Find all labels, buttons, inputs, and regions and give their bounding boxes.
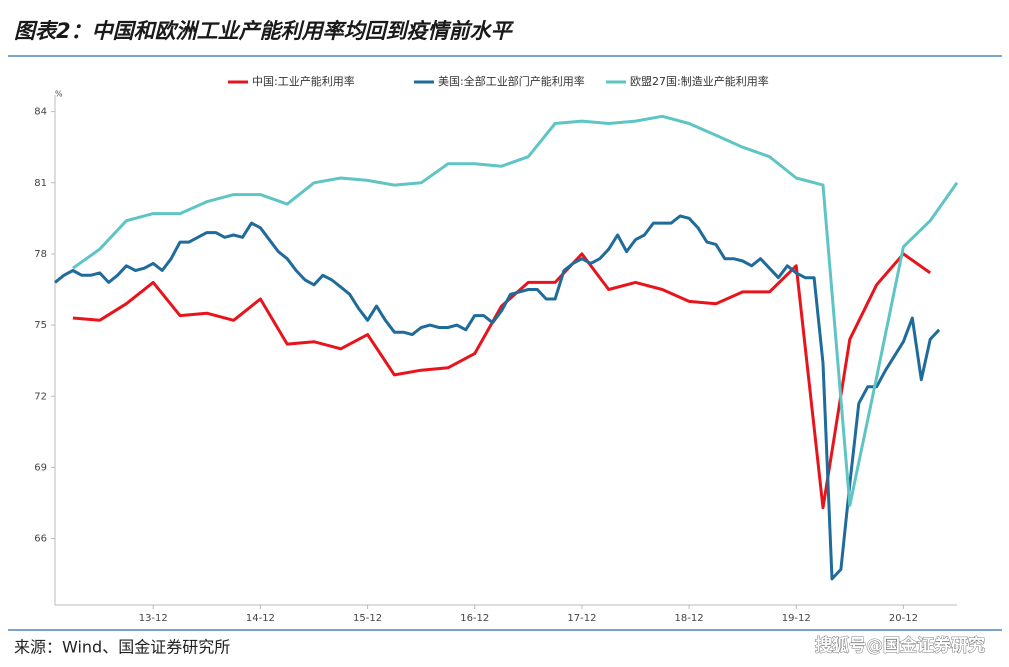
x-tick-label: 20-12	[889, 613, 918, 624]
y-tick-label: 75	[34, 320, 47, 331]
y-unit: %	[55, 90, 63, 99]
y-tick-label: 81	[34, 178, 47, 189]
x-tick-label: 18-12	[675, 613, 704, 624]
x-tick-label: 16-12	[460, 613, 489, 624]
series-line	[54, 214, 941, 581]
x-tick-label: 17-12	[567, 613, 596, 624]
legend-label: 美国:全部工业部门产能利用率	[438, 74, 585, 88]
x-tick-label: 13-12	[139, 613, 168, 624]
series-line	[72, 252, 932, 510]
source-note: 来源：Wind、国金证券研究所	[14, 638, 230, 657]
legend-label: 中国:工业产能利用率	[252, 74, 355, 88]
y-tick-label: 69	[34, 462, 47, 473]
watermark: 搜狐号@国金证券研究	[815, 635, 985, 656]
x-tick-label: 14-12	[246, 613, 275, 624]
series-line	[72, 114, 959, 507]
y-tick-label: 84	[34, 107, 47, 118]
y-tick-label: 72	[34, 391, 47, 402]
legend-label: 欧盟27国:制造业产能利用率	[630, 74, 769, 88]
y-tick-label: 66	[34, 534, 47, 545]
chart-title: 图表2：中国和欧洲工业产能利用率均回到疫情前水平	[14, 19, 515, 43]
y-tick-label: 78	[34, 249, 47, 260]
x-tick-label: 15-12	[353, 613, 382, 624]
x-tick-label: 19-12	[782, 613, 811, 624]
